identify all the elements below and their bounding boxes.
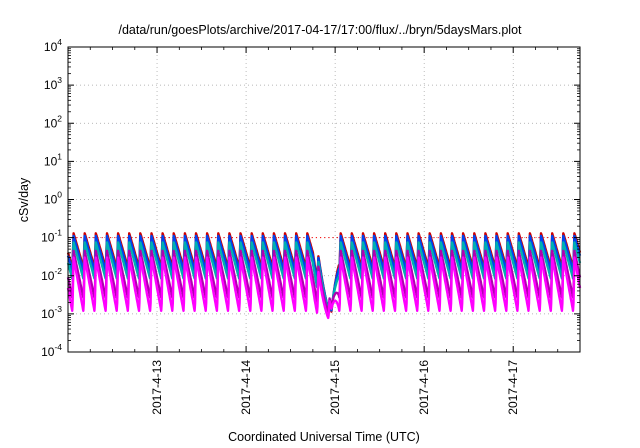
y-tick-label: 10-2: [41, 266, 62, 283]
data-series: [66, 232, 582, 320]
y-tick-exponent: 2: [57, 113, 62, 123]
y-tick-label: 103: [44, 75, 62, 92]
x-axis-label: Coordinated Universal Time (UTC): [228, 430, 420, 444]
x-tick-label: 2017-4-15: [328, 360, 342, 415]
y-tick-label: 100: [44, 190, 62, 207]
x-tick-labels: 2017-4-13 2017-4-14 2017-4-15 2017-4-16 2017…: [150, 360, 520, 415]
grid-lines: [68, 47, 580, 352]
y-tick-label: 10-4: [41, 342, 62, 359]
x-tick-label: 2017-4-16: [417, 360, 431, 415]
series-line: [66, 256, 582, 320]
x-tick-label: 2017-4-13: [150, 360, 164, 415]
y-tick-label: 101: [44, 151, 62, 168]
y-tick-exponent: -3: [54, 304, 62, 314]
y-axis-label: cSv/day: [17, 177, 31, 222]
axis-ticks: [68, 46, 581, 353]
y-tick-exponent: 4: [57, 37, 62, 47]
y-tick-label: 10-1: [41, 228, 62, 245]
y-tick-label: 102: [44, 113, 62, 130]
y-tick-label: 10-3: [41, 304, 62, 321]
y-tick-exponent: -4: [54, 342, 62, 352]
x-tick-label: 2017-4-17: [506, 360, 520, 415]
chart-title: /data/run/goesPlots/archive/2017-04-17/1…: [118, 23, 522, 37]
y-tick-exponent: -2: [54, 266, 62, 276]
y-tick-label: 104: [44, 37, 62, 54]
x-tick-label: 2017-4-14: [239, 360, 253, 415]
y-tick-exponent: 3: [57, 75, 62, 85]
y-tick-exponent: 0: [57, 190, 62, 200]
y-tick-exponent: 1: [57, 151, 62, 161]
y-tick-exponent: -1: [54, 228, 62, 238]
